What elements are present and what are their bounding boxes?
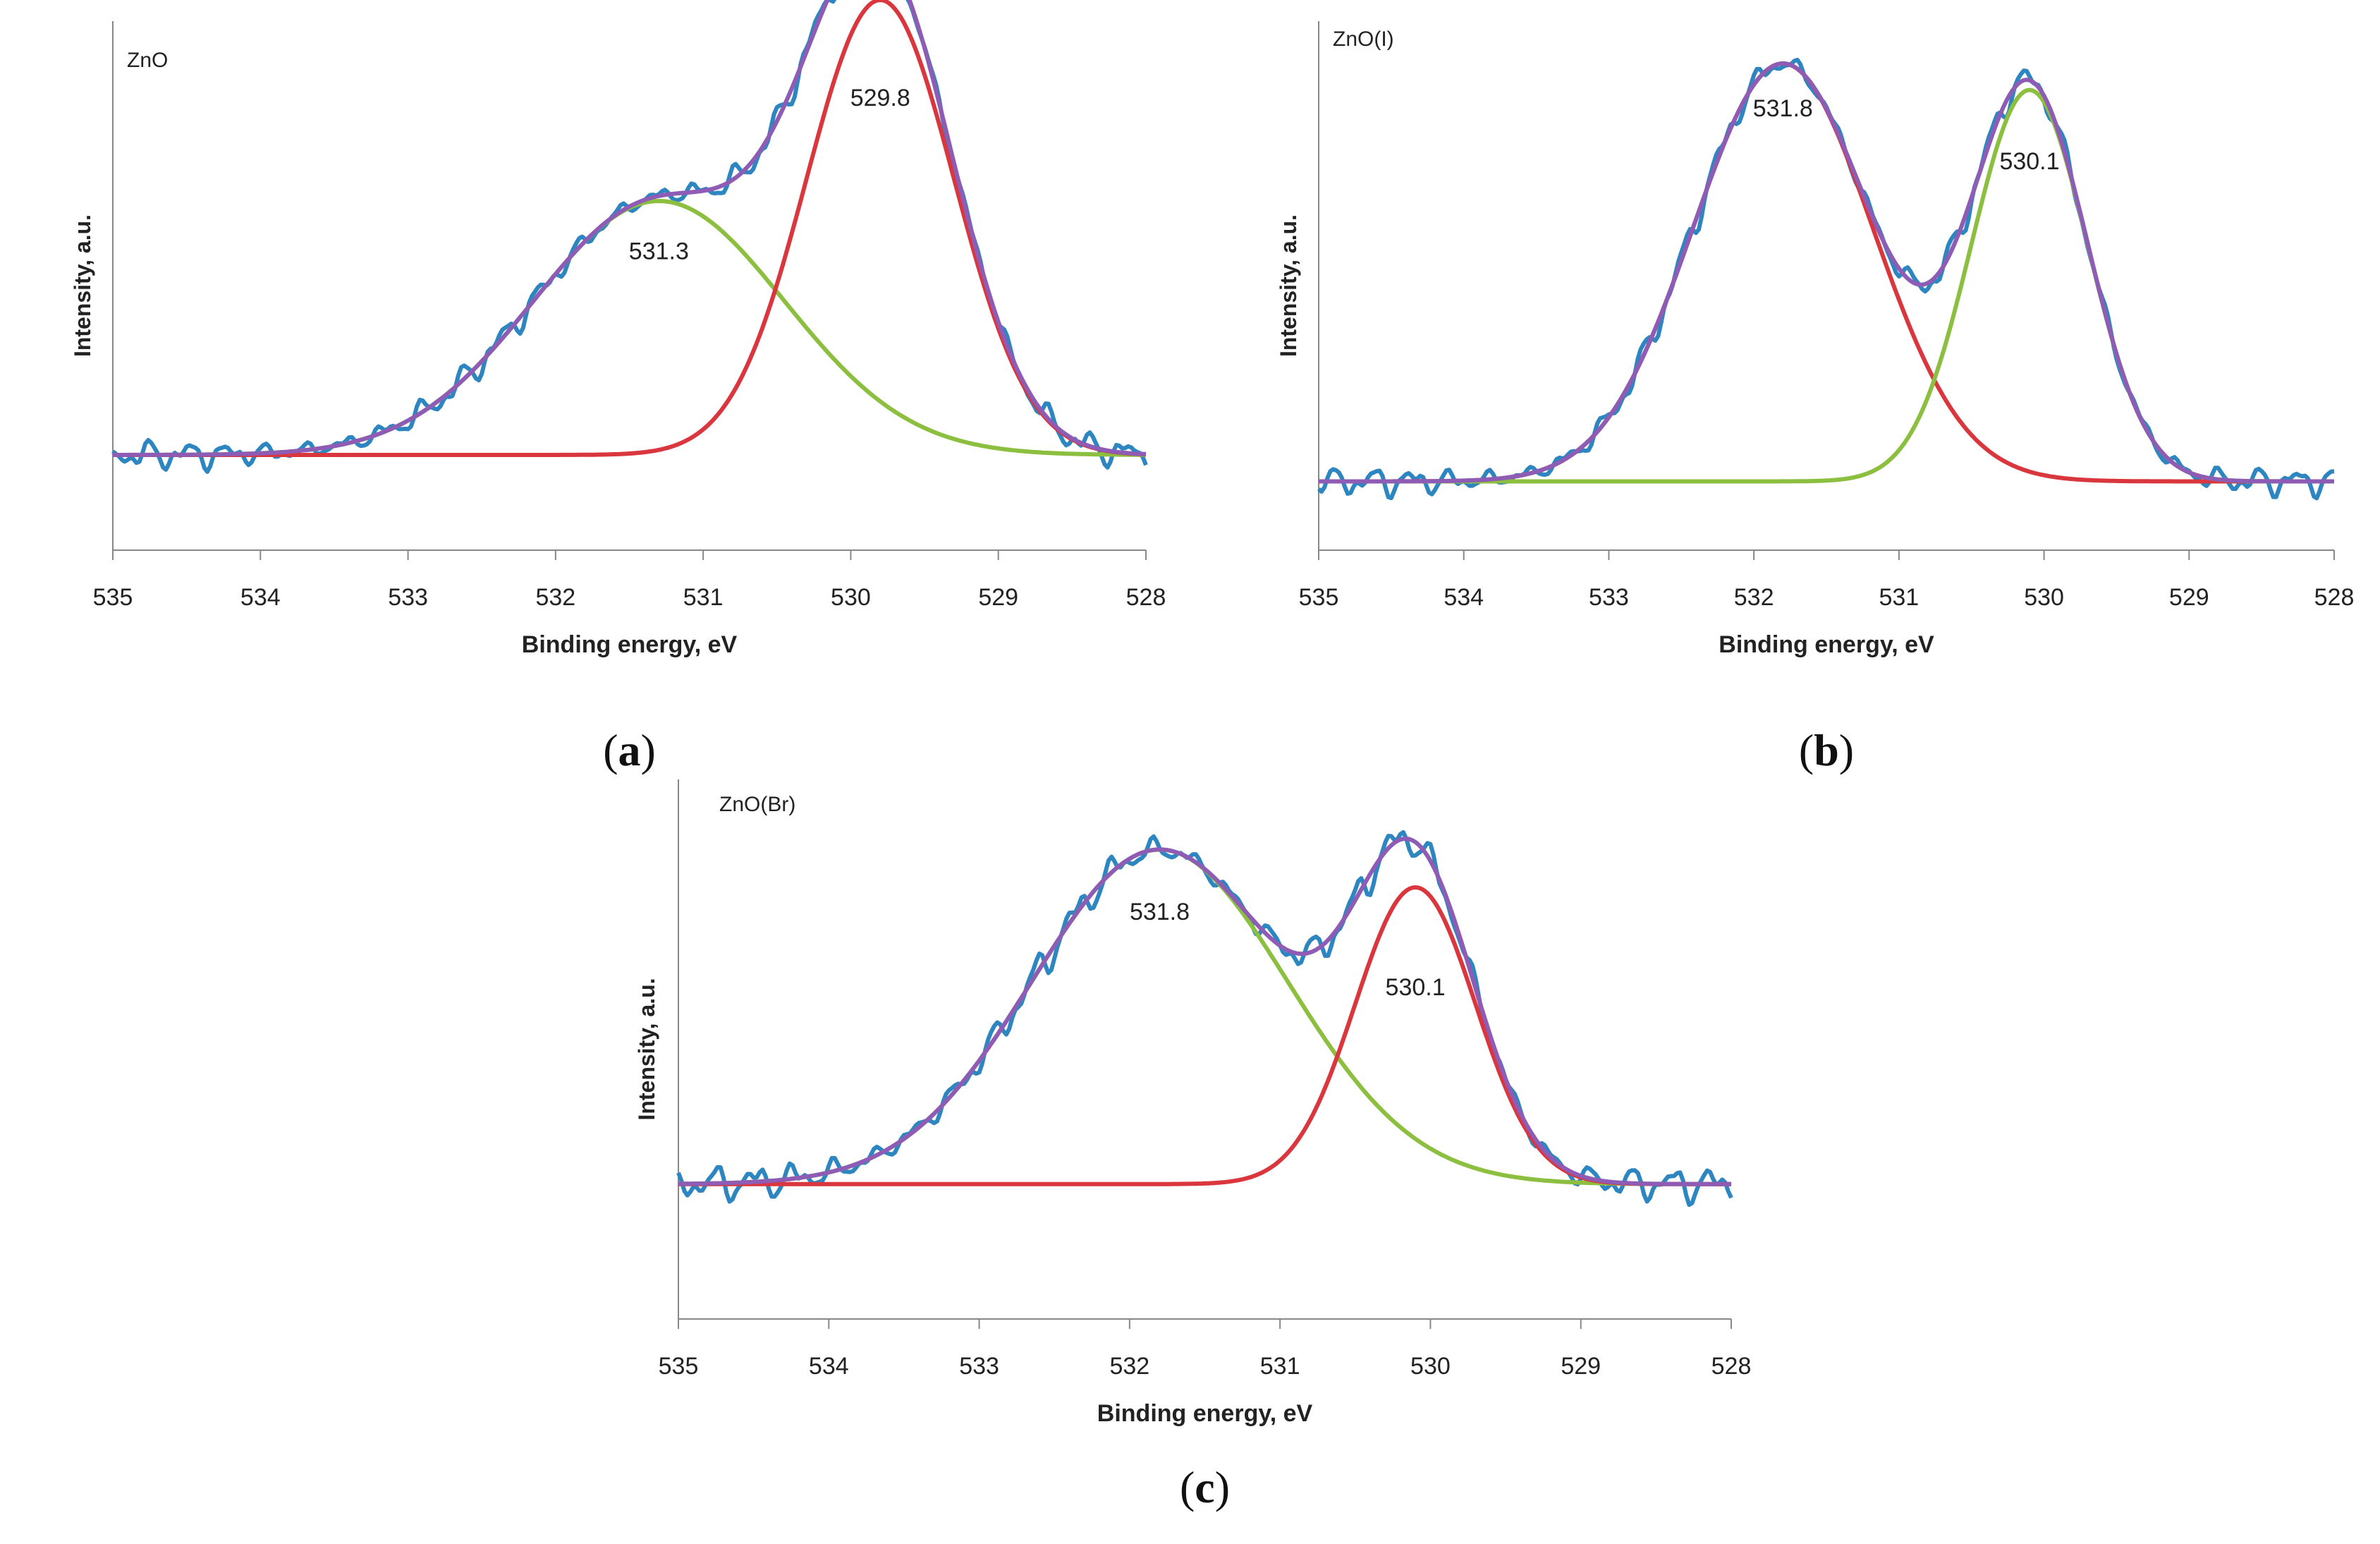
panel-c: 535 534 533 532 531 530 529 528 Binding energy, … xyxy=(634,779,1751,1512)
series-envelope xyxy=(113,0,1147,457)
x-tick-label: 528 xyxy=(1126,584,1166,611)
panel-title: ZnO(I) xyxy=(1333,28,1394,51)
series-component-2 xyxy=(678,885,1731,1186)
series-envelope xyxy=(1319,61,2334,484)
peak-label: 531.3 xyxy=(629,238,689,265)
x-tick-label: 533 xyxy=(1589,584,1629,611)
x-tick-label: 529 xyxy=(978,584,1018,611)
peak-label: 531.8 xyxy=(1753,95,1813,122)
x-tick-label: 528 xyxy=(1711,1353,1752,1380)
x-axis-label: Binding energy, eV xyxy=(522,631,738,658)
x-axis-label: Binding energy, eV xyxy=(1097,1400,1313,1427)
series-measured xyxy=(111,0,1148,474)
series-measured xyxy=(1317,57,2335,501)
x-tick-label: 535 xyxy=(659,1353,699,1380)
x-tick-label: 532 xyxy=(1109,1353,1149,1380)
panel-letter: (b) xyxy=(1799,725,1854,775)
x-tick-label: 532 xyxy=(1734,584,1774,611)
x-tick-label: 531 xyxy=(1260,1353,1300,1380)
panel-b: 535 534 533 532 531 530 529 528 Binding energy, … xyxy=(1276,21,2354,775)
x-tick-label: 534 xyxy=(240,584,281,611)
x-tick-label: 533 xyxy=(959,1353,999,1380)
x-tick-label: 535 xyxy=(93,584,133,611)
series-component-1 xyxy=(678,847,1731,1186)
x-tick-label: 535 xyxy=(1299,584,1339,611)
x-tick-label: 534 xyxy=(809,1353,849,1380)
x-tick-label: 530 xyxy=(2024,584,2064,611)
x-tick-label: 529 xyxy=(1561,1353,1601,1380)
y-axis-label: Intensity, a.u. xyxy=(70,214,95,357)
x-tick-label: 534 xyxy=(1444,584,1484,611)
x-tick-label: 530 xyxy=(831,584,871,611)
series-measured xyxy=(676,829,1733,1208)
panel-title: ZnO(Br) xyxy=(719,793,795,816)
series-component-1 xyxy=(1319,61,2334,484)
peak-label: 530.1 xyxy=(1999,148,2059,175)
x-tick-label: 531 xyxy=(1879,584,1919,611)
series-component-2 xyxy=(113,0,1147,457)
x-tick-label: 530 xyxy=(1410,1353,1451,1380)
x-tick-label: 528 xyxy=(2314,584,2355,611)
panel-a: 535 534 533 532 531 530 529 528 Binding energy, … xyxy=(70,0,1166,775)
y-axis-label: Intensity, a.u. xyxy=(1276,214,1301,357)
peak-label: 529.8 xyxy=(850,85,910,111)
y-axis-label: Intensity, a.u. xyxy=(634,978,659,1120)
x-axis-label: Binding energy, eV xyxy=(1719,631,1934,658)
series-envelope xyxy=(678,836,1731,1186)
x-tick-label: 531 xyxy=(683,584,724,611)
x-tick-label: 533 xyxy=(388,584,428,611)
panel-letter: (c) xyxy=(1180,1462,1230,1512)
x-tick-label: 529 xyxy=(2169,584,2209,611)
peak-label: 531.8 xyxy=(1130,899,1190,925)
x-tick-label: 532 xyxy=(535,584,575,611)
panel-letter: (a) xyxy=(603,725,656,775)
panel-title: ZnO xyxy=(127,49,168,72)
series-component-2 xyxy=(1319,87,2334,484)
peak-label: 530.1 xyxy=(1386,974,1446,1001)
